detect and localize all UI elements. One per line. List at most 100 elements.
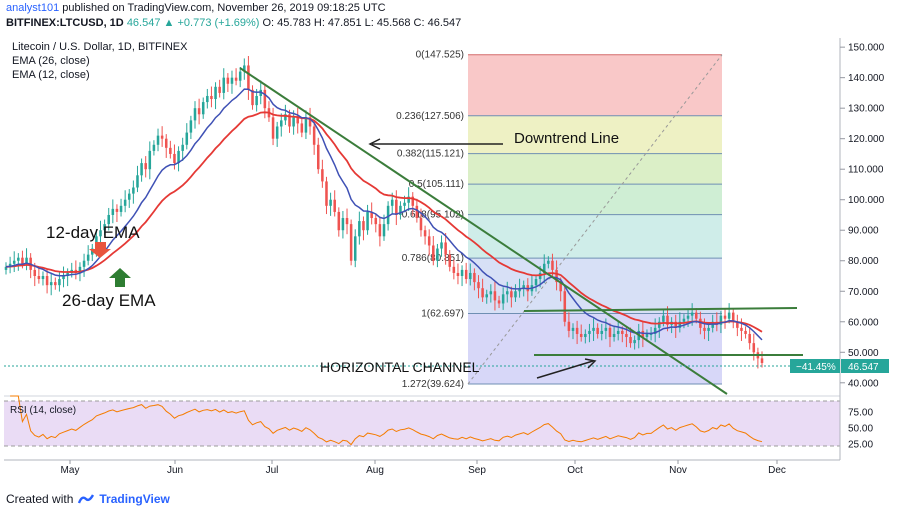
time-tick-label: Jun: [167, 465, 183, 476]
candle-body: [185, 132, 189, 145]
symbol-header: BITFINEX:LTCUSD, 1D 46.547 ▲ +0.773 (+1.…: [6, 17, 461, 29]
candle-body: [337, 211, 341, 231]
candle-body: [555, 269, 558, 283]
candle-body: [658, 321, 661, 328]
candle-body: [366, 211, 369, 231]
ema26-marker-arrow-icon: [109, 268, 131, 287]
symbol-name: BITFINEX:LTCUSD, 1D: [6, 17, 124, 29]
candle-body: [588, 330, 591, 334]
candle-body: [193, 108, 197, 121]
ema26-annotation: 26-day EMA: [62, 291, 156, 310]
rsi-band: [4, 401, 840, 446]
candle-body: [312, 126, 316, 145]
candle-body: [436, 248, 439, 261]
candle-body: [132, 187, 135, 194]
candle-body: [653, 327, 657, 334]
tradingview-logo-icon: [78, 494, 95, 504]
candle-body: [82, 260, 86, 267]
candle-body: [473, 272, 476, 283]
candle-body: [740, 327, 743, 331]
candle-body: [760, 358, 764, 363]
candle-body: [567, 321, 571, 331]
candle-body: [218, 86, 221, 93]
time-tick-label: Sep: [468, 465, 486, 476]
price-tick-label: 100.000: [848, 195, 885, 206]
candle-body: [284, 114, 287, 121]
downtrend-line[interactable]: [239, 67, 728, 395]
time-tick-label: Jul: [266, 465, 279, 476]
candle-body: [514, 291, 517, 298]
candle-body: [518, 288, 521, 292]
candle-body: [575, 327, 579, 334]
price-tick-label: 120.000: [848, 134, 885, 145]
candle-body: [12, 260, 16, 264]
legend-ema26: EMA (26, close): [12, 55, 90, 67]
candle-body: [66, 272, 69, 276]
price-tick-label: 70.000: [848, 287, 879, 298]
candle-body: [399, 205, 402, 215]
candle-body: [448, 254, 452, 267]
close-value: 46.547: [126, 17, 161, 29]
candle-body: [432, 245, 435, 261]
fibonacci-retracement[interactable]: 0(147.525) 0.236(127.506) 0.382(115.121) 0.…: [396, 50, 723, 390]
published-text: published on TradingView.com, November 2…: [62, 2, 386, 14]
candle-body: [604, 327, 608, 331]
candle-body: [275, 126, 279, 139]
rsi-tick-label: 75.00: [848, 408, 873, 419]
candle-body: [621, 330, 624, 334]
candle-body: [452, 266, 456, 273]
candle-body: [107, 214, 110, 225]
candle-body: [362, 221, 365, 231]
candle-body: [481, 288, 484, 298]
candle-body: [226, 77, 230, 84]
candle-body: [501, 294, 505, 304]
price-tick-label: 40.000: [848, 378, 879, 389]
price-tick-label: 150.000: [848, 43, 885, 54]
price-tick-label: 80.000: [848, 256, 879, 267]
candle-body: [58, 279, 61, 286]
candle-body: [45, 276, 49, 286]
created-with-text: Created with: [6, 492, 74, 506]
candle-body: [230, 77, 234, 84]
fib-level-label: 0(147.525): [416, 50, 464, 61]
price-chart[interactable]: 0(147.525) 0.236(127.506) 0.382(115.121) 0.…: [0, 0, 900, 490]
price-tick-label: 130.000: [848, 104, 885, 115]
candle-body: [353, 236, 357, 261]
candle-body: [456, 272, 460, 276]
candle-body: [522, 285, 525, 289]
candle-body: [300, 123, 304, 133]
candle-body: [140, 163, 143, 176]
candle-body: [460, 269, 464, 276]
candle-body: [489, 291, 493, 295]
channel-top-line[interactable]: [523, 307, 798, 312]
chart-legend: Litecoin / U.S. Dollar, 1D, BITFINEX EMA…: [12, 40, 187, 82]
candle-body: [678, 321, 682, 328]
candle-body: [625, 333, 628, 338]
publish-header: analyst101 published on TradingView.com,…: [6, 2, 386, 14]
candle-body: [222, 77, 226, 93]
candle-body: [144, 163, 147, 170]
candle-body: [152, 144, 156, 151]
pct-badge: [790, 359, 840, 373]
tradingview-brand[interactable]: TradingView: [99, 492, 170, 506]
fib-level-label: 1.272(39.624): [402, 379, 464, 390]
candle-body: [210, 95, 213, 100]
candle-body: [382, 224, 386, 237]
candle-body: [304, 117, 308, 133]
up-arrow-icon: ▲: [163, 17, 175, 29]
ema12-marker-arrow-icon: [89, 242, 111, 258]
author-link[interactable]: analyst101: [6, 2, 60, 14]
candle-body: [251, 89, 254, 106]
candle-body: [308, 117, 312, 127]
rsi-axis: 75.00 50.00 25.00: [848, 408, 873, 451]
fib-level-label: 0.5(105.111): [409, 179, 464, 190]
downtrend-annotation: Downtrend Line: [514, 130, 619, 147]
candle-body: [288, 114, 291, 127]
candle-body: [280, 120, 283, 127]
candle-body: [41, 276, 45, 280]
candle-body: [645, 333, 649, 338]
candle-body: [427, 236, 431, 246]
candle-body: [485, 294, 488, 298]
time-tick-label: May: [61, 465, 80, 476]
